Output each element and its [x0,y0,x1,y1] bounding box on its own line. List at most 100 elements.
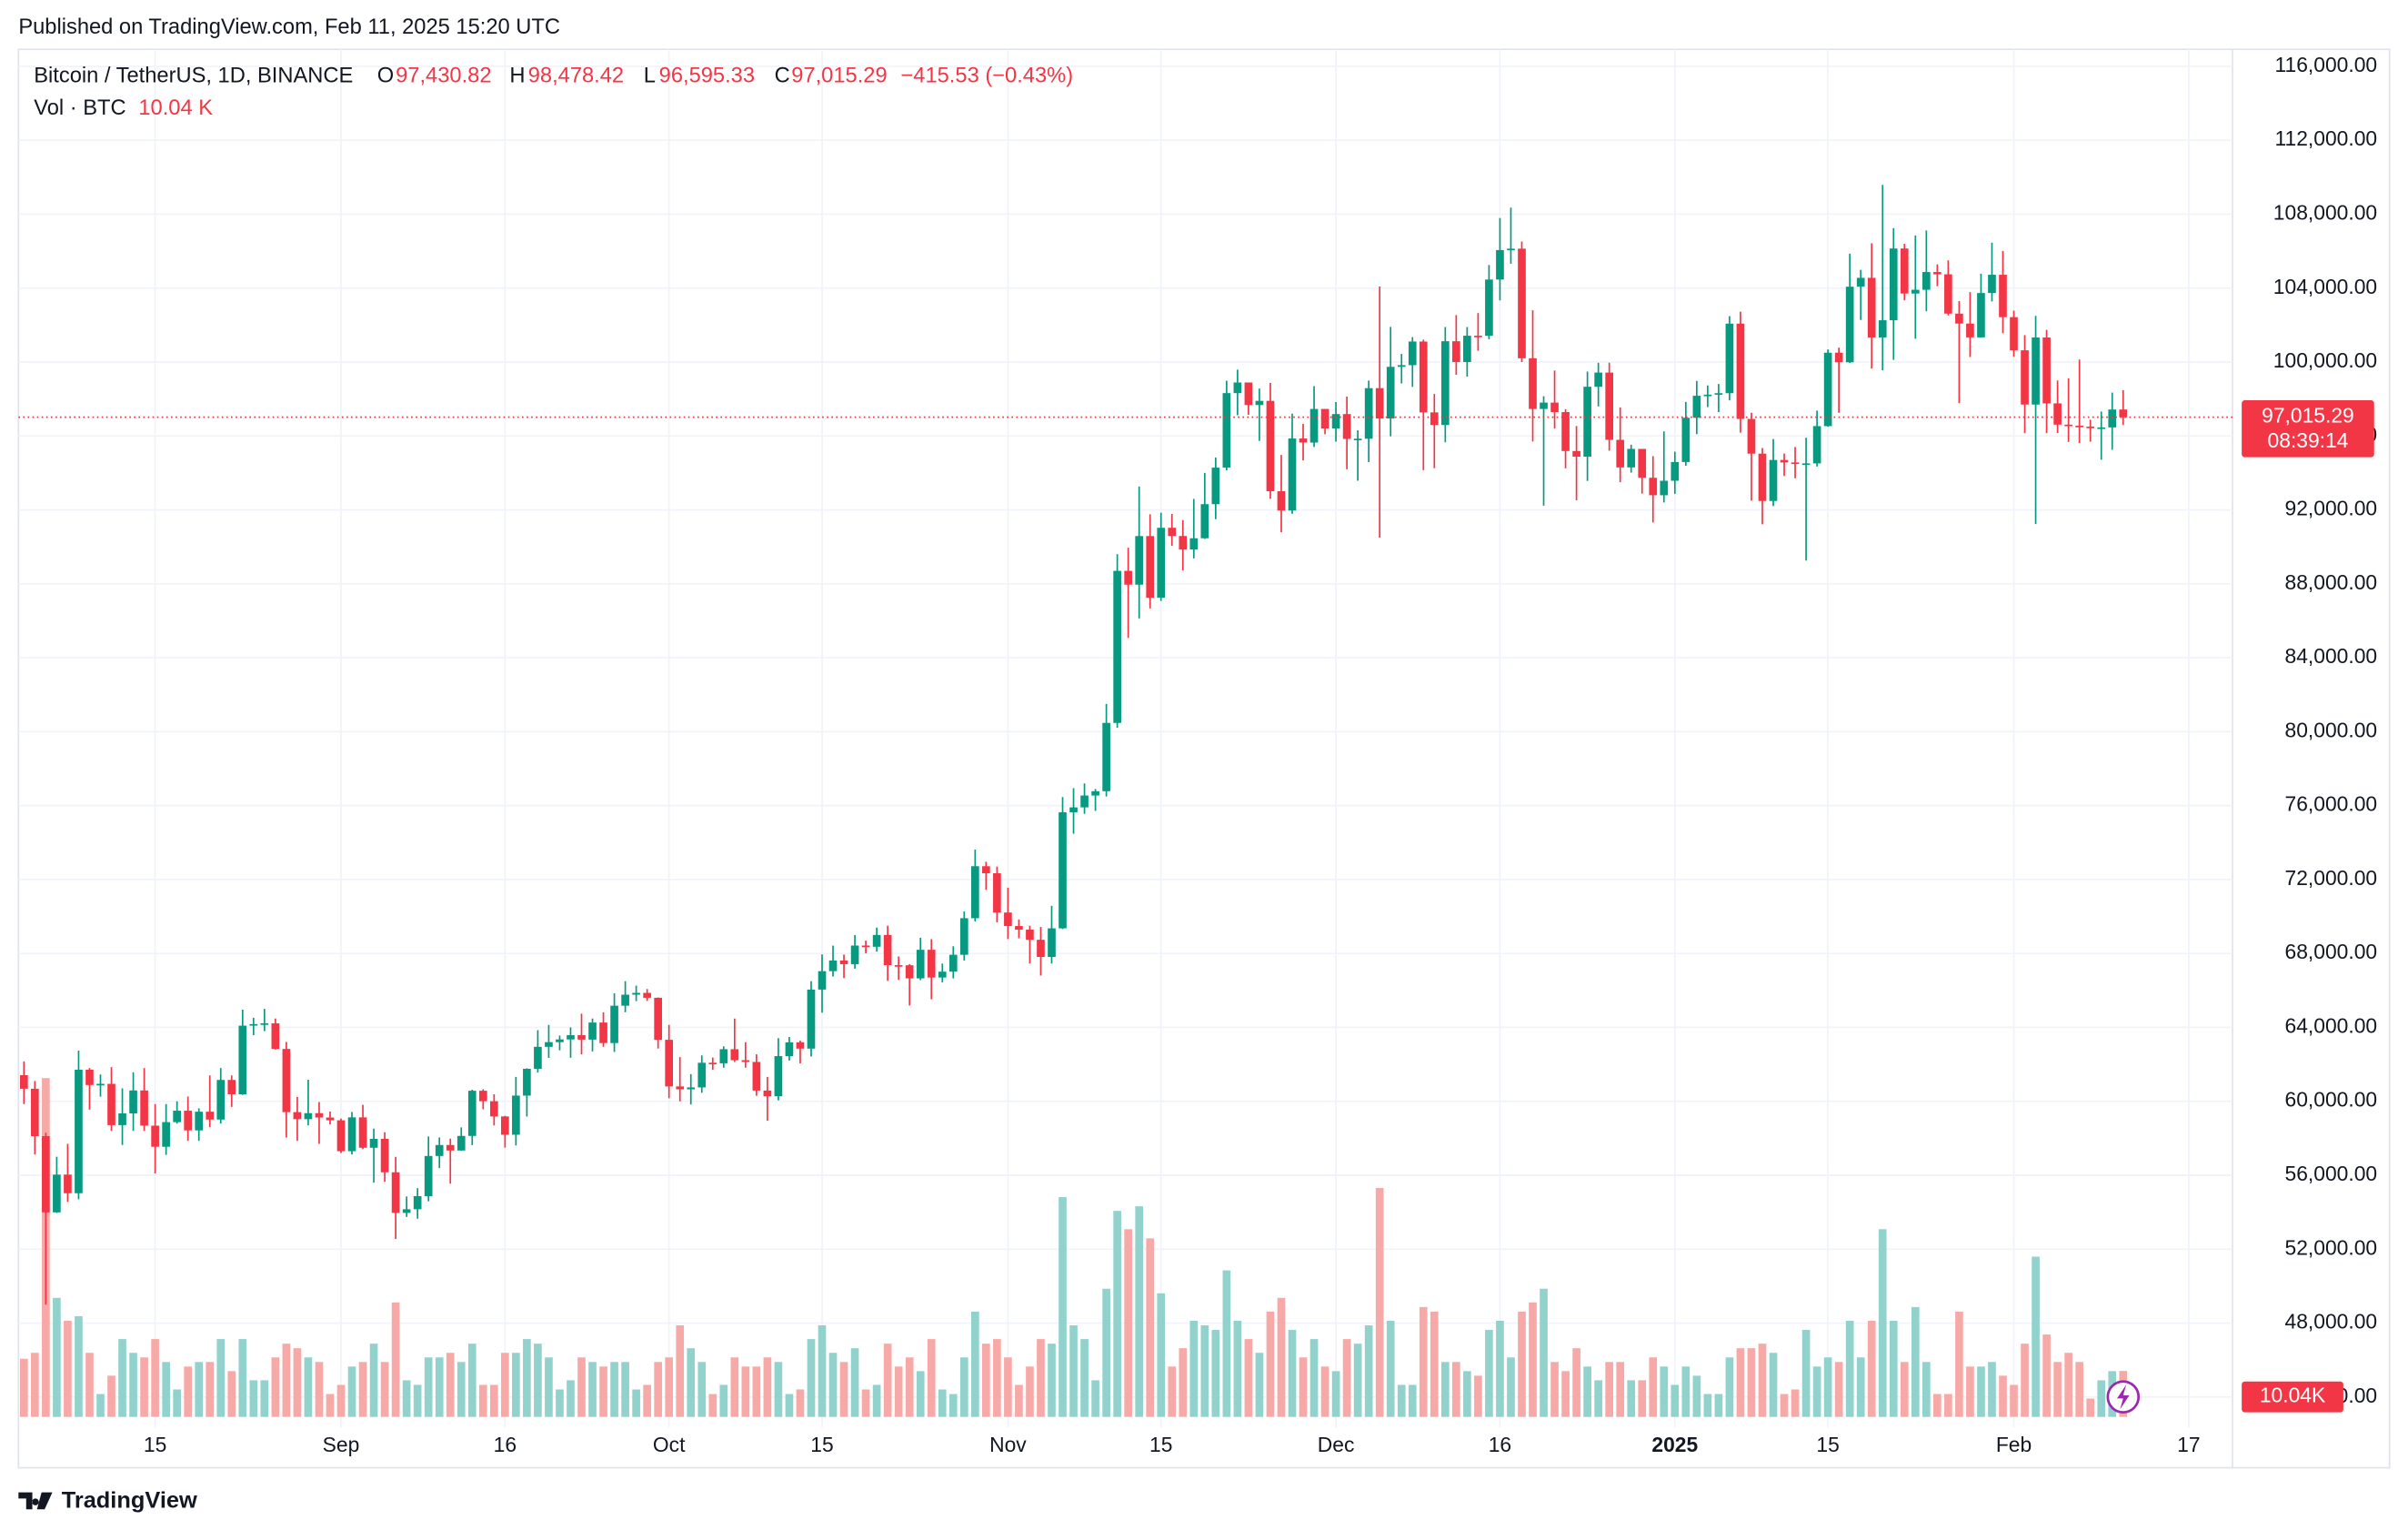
candle-body [643,992,651,998]
candle-body [1922,272,1931,290]
x-tick-label: 2025 [1651,1433,1698,1456]
volume-bar [1463,1371,1471,1417]
alert-icon[interactable] [2106,1380,2141,1414]
x-tick-label: Feb [1996,1433,2032,1456]
candle-body [1266,400,1275,492]
volume-bar [1331,1371,1340,1417]
candle-body [435,1144,444,1156]
candle-body [53,1174,61,1213]
volume-bar [1004,1357,1012,1417]
y-tick-label: 52,000.00 [2284,1235,2377,1259]
volume-bar [1540,1288,1548,1417]
candle-body [1015,926,1023,930]
candle-body [140,1090,148,1126]
y-tick-label: 56,000.00 [2284,1162,2377,1185]
candle-body [1889,248,1898,321]
volume-bar [763,1357,772,1417]
candle-body [478,1091,487,1102]
candle-body [347,1117,356,1152]
volume-bar [1561,1371,1570,1417]
candle-body [1168,528,1177,537]
volume-bar [676,1325,685,1417]
volume-bar [697,1362,707,1417]
legend-key: L [644,65,656,88]
volume-bar [905,1357,914,1417]
volume-bar [861,1389,870,1417]
volume-bar [107,1375,115,1417]
candle-body [905,965,914,979]
candle-body [391,1172,400,1213]
volume-bar [807,1339,816,1417]
candle-body [1440,341,1450,426]
chart-frame [17,48,2391,1469]
volume-bar [1277,1297,1286,1417]
volume-bar [347,1366,356,1417]
candle-body [1550,402,1559,413]
volume-bar [1725,1357,1734,1417]
candle-body [610,1005,618,1043]
volume-bar [1605,1362,1614,1417]
volume-bar [1616,1362,1625,1417]
legend: Bitcoin / TetherUS, 1D, BINANCE O 97,430… [34,65,1073,121]
candle-body [1288,438,1297,511]
volume-bar [173,1389,181,1417]
candle-body [304,1112,313,1120]
volume-bar [1375,1188,1384,1417]
candle-body [971,866,979,919]
candle-body [1747,418,1756,454]
volume-bar [1430,1311,1439,1417]
candle-body [1627,448,1636,468]
volume-bar [993,1339,1001,1417]
candle-body [1069,807,1078,812]
candle-body [1867,277,1876,337]
volume-bar [588,1362,597,1417]
legend-value: 97,430.82 [396,65,491,88]
candle-body [1080,795,1089,808]
candle-body [1026,929,1034,941]
volume-bar [195,1362,204,1417]
candle-body [1135,536,1144,585]
volume-bar [643,1384,651,1417]
legend-value: 98,478.42 [528,65,624,88]
y-tick-label: 72,000.00 [2284,866,2377,890]
candle-body [993,873,1001,913]
candle-body [1408,341,1417,366]
volume-bar [140,1357,148,1417]
volume-bar [315,1362,324,1417]
volume-bar [1627,1380,1636,1417]
volume-bar [2032,1256,2040,1417]
candle-body [184,1111,193,1131]
volume-bar [293,1348,302,1417]
volume-bar [1977,1366,1985,1417]
candle-body [1703,394,1712,397]
volume-bar [2053,1362,2062,1417]
volume-bar [948,1394,958,1417]
volume-bar [1408,1384,1417,1417]
candle-body [796,1042,805,1049]
candle-body [1375,388,1384,419]
candle-body [129,1090,137,1114]
volume-bar [1320,1366,1329,1417]
y-tick-label: 68,000.00 [2284,940,2377,963]
brand: TradingView [18,1488,197,1514]
volume-bar [1988,1362,1996,1417]
volume-bar [1124,1229,1132,1417]
volume-bar [523,1339,531,1417]
candle-body [828,960,838,971]
volume-bar [1550,1362,1559,1417]
y-tick-label: 92,000.00 [2284,497,2377,520]
volume-bar [894,1366,903,1417]
volume-bar [326,1394,335,1417]
volume-bar [1878,1229,1887,1417]
volume-bar [216,1339,226,1417]
volume-bar [2042,1334,2051,1417]
volume-bar [1168,1366,1177,1417]
volume-bar [96,1394,105,1417]
volume-bar [632,1389,640,1417]
candle-body [1955,313,1963,324]
volume-bar [1266,1311,1275,1417]
volume-bar [413,1384,422,1417]
candle-body [1977,293,1985,337]
volume-bar [1059,1197,1067,1417]
